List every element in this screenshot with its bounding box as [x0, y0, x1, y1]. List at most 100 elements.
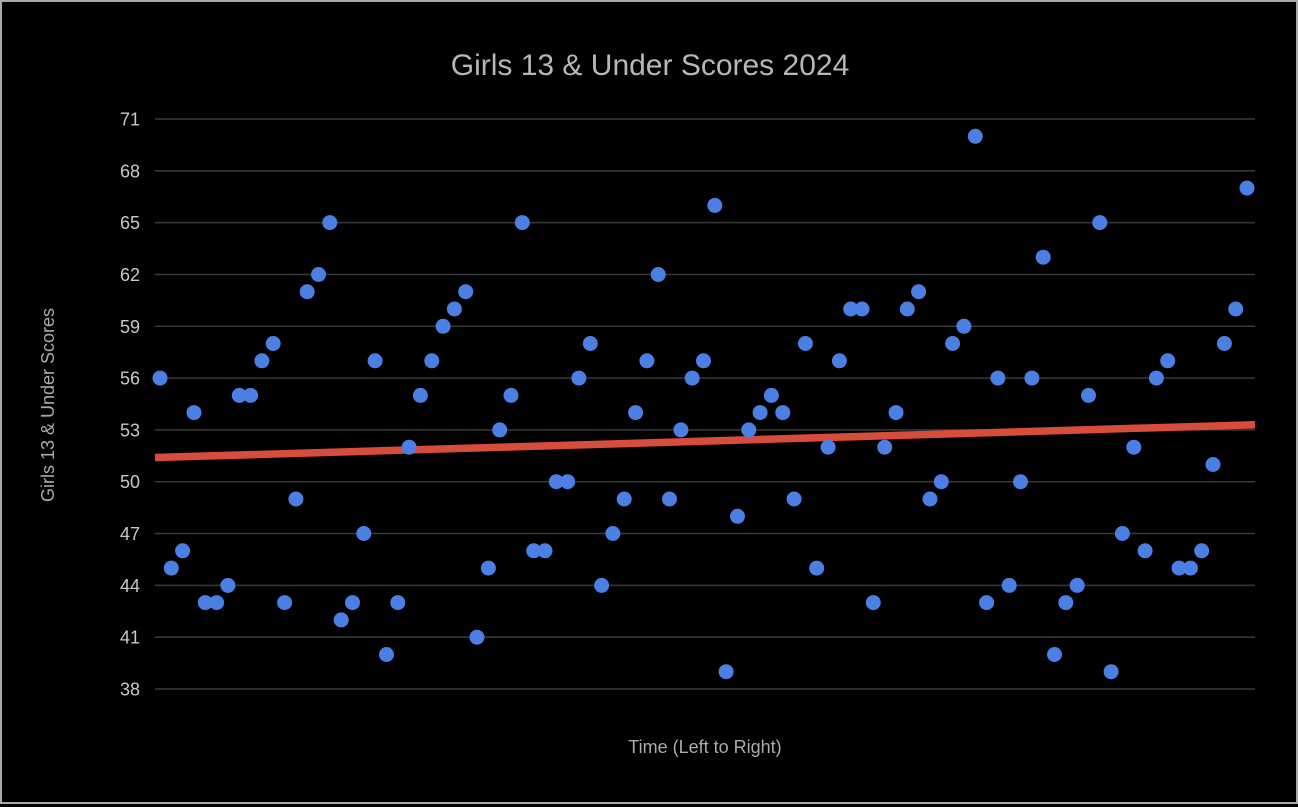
- data-point[interactable]: [390, 595, 406, 611]
- data-point[interactable]: [1013, 474, 1028, 490]
- data-point[interactable]: [526, 543, 542, 559]
- data-point[interactable]: [435, 318, 451, 334]
- data-point[interactable]: [628, 405, 644, 421]
- data-point[interactable]: [752, 405, 768, 421]
- data-point[interactable]: [412, 387, 428, 403]
- data-point[interactable]: [1182, 560, 1198, 576]
- data-point[interactable]: [1148, 370, 1164, 386]
- data-point[interactable]: [1205, 457, 1221, 472]
- data-point[interactable]: [1160, 353, 1176, 369]
- data-point[interactable]: [1001, 577, 1017, 593]
- data-point[interactable]: [1047, 647, 1062, 662]
- data-point[interactable]: [854, 301, 870, 317]
- data-point[interactable]: [662, 491, 677, 507]
- data-point[interactable]: [797, 336, 813, 351]
- scatter-points: [152, 128, 1255, 680]
- data-point[interactable]: [1092, 215, 1108, 231]
- data-point[interactable]: [480, 560, 496, 576]
- data-point[interactable]: [265, 336, 281, 351]
- data-point[interactable]: [605, 526, 621, 541]
- data-point[interactable]: [763, 387, 779, 403]
- data-point[interactable]: [990, 370, 1006, 386]
- data-point[interactable]: [1103, 664, 1119, 680]
- data-point[interactable]: [243, 387, 259, 403]
- data-point[interactable]: [469, 629, 485, 645]
- data-point[interactable]: [571, 370, 587, 386]
- data-point[interactable]: [175, 543, 191, 559]
- data-point[interactable]: [933, 474, 949, 490]
- data-point[interactable]: [899, 301, 915, 317]
- data-point[interactable]: [288, 491, 304, 507]
- data-point[interactable]: [730, 508, 745, 524]
- data-point[interactable]: [922, 491, 938, 507]
- data-point[interactable]: [1171, 560, 1187, 576]
- data-point[interactable]: [1194, 543, 1210, 559]
- data-point[interactable]: [979, 595, 995, 611]
- data-point[interactable]: [639, 353, 655, 369]
- data-point[interactable]: [514, 215, 530, 231]
- data-point[interactable]: [865, 595, 881, 611]
- data-point[interactable]: [1239, 180, 1255, 196]
- data-point[interactable]: [311, 267, 326, 282]
- data-point[interactable]: [492, 422, 508, 438]
- data-point[interactable]: [503, 387, 519, 403]
- data-point[interactable]: [277, 595, 293, 611]
- data-point[interactable]: [1126, 439, 1142, 455]
- data-point[interactable]: [299, 284, 315, 300]
- data-point[interactable]: [1081, 387, 1096, 403]
- data-point[interactable]: [911, 284, 927, 300]
- data-point[interactable]: [446, 301, 462, 317]
- data-point[interactable]: [560, 474, 576, 490]
- data-point[interactable]: [786, 491, 802, 507]
- data-point[interactable]: [231, 387, 247, 403]
- data-point[interactable]: [888, 405, 904, 421]
- data-point[interactable]: [548, 474, 564, 490]
- data-point[interactable]: [1024, 370, 1040, 386]
- trend-line: [154, 420, 1256, 462]
- y-tick-label: 68: [120, 161, 140, 181]
- data-point[interactable]: [322, 215, 338, 231]
- data-point[interactable]: [220, 577, 236, 593]
- data-point[interactable]: [820, 439, 836, 455]
- data-point[interactable]: [650, 267, 666, 282]
- data-point[interactable]: [741, 422, 757, 438]
- data-point[interactable]: [1216, 336, 1232, 351]
- data-point[interactable]: [616, 491, 632, 507]
- data-point[interactable]: [1058, 595, 1074, 611]
- data-point[interactable]: [696, 353, 711, 369]
- data-point[interactable]: [945, 336, 961, 351]
- data-point[interactable]: [424, 353, 440, 369]
- data-point[interactable]: [1114, 526, 1130, 541]
- data-point[interactable]: [254, 353, 270, 369]
- data-point[interactable]: [333, 612, 349, 628]
- data-point[interactable]: [356, 526, 372, 541]
- data-point[interactable]: [684, 370, 700, 386]
- data-point[interactable]: [967, 128, 983, 144]
- data-point[interactable]: [458, 284, 474, 300]
- data-point[interactable]: [1137, 543, 1153, 559]
- data-point[interactable]: [367, 353, 383, 369]
- data-point[interactable]: [877, 439, 893, 455]
- data-point[interactable]: [209, 595, 225, 611]
- data-point[interactable]: [809, 560, 825, 576]
- data-point[interactable]: [594, 577, 610, 593]
- data-point[interactable]: [401, 439, 417, 455]
- data-point[interactable]: [843, 301, 859, 317]
- data-point[interactable]: [152, 370, 168, 386]
- data-point[interactable]: [163, 560, 179, 576]
- data-point[interactable]: [1228, 301, 1244, 317]
- data-point[interactable]: [379, 647, 394, 662]
- data-point[interactable]: [718, 664, 734, 680]
- data-point[interactable]: [775, 405, 791, 421]
- data-point[interactable]: [673, 422, 689, 438]
- data-point[interactable]: [197, 595, 213, 611]
- data-point[interactable]: [831, 353, 847, 369]
- data-point[interactable]: [707, 197, 723, 213]
- data-point[interactable]: [186, 405, 202, 421]
- data-point[interactable]: [956, 318, 972, 334]
- data-point[interactable]: [1069, 577, 1085, 593]
- data-point[interactable]: [1035, 249, 1051, 265]
- data-point[interactable]: [345, 595, 360, 611]
- data-point[interactable]: [537, 543, 553, 559]
- data-point[interactable]: [582, 336, 598, 351]
